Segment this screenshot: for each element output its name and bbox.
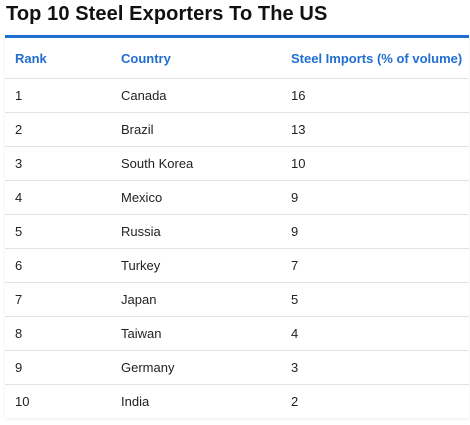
- country-cell: Taiwan: [109, 316, 281, 351]
- rank-cell: 3: [5, 146, 109, 181]
- table-header: Rank Country Steel Imports (% of volume): [5, 38, 469, 79]
- column-header-rank: Rank: [5, 38, 109, 79]
- country-cell: Turkey: [109, 248, 281, 283]
- country-cell: Canada: [109, 78, 281, 113]
- table-row: 8 Taiwan 4: [5, 316, 469, 351]
- country-cell: South Korea: [109, 146, 281, 181]
- table-body: 1 Canada 16 2 Brazil 13 3 South Korea 10…: [5, 78, 469, 419]
- country-cell: Brazil: [109, 112, 281, 147]
- table-row: 7 Japan 5: [5, 282, 469, 317]
- table-row: 6 Turkey 7: [5, 248, 469, 283]
- rank-cell: 4: [5, 180, 109, 215]
- imports-cell: 9: [281, 180, 469, 215]
- rank-cell: 6: [5, 248, 109, 283]
- rank-cell: 8: [5, 316, 109, 351]
- table-row: 5 Russia 9: [5, 214, 469, 249]
- table-row: 2 Brazil 13: [5, 112, 469, 147]
- data-table: Rank Country Steel Imports (% of volume)…: [5, 35, 469, 418]
- country-cell: Mexico: [109, 180, 281, 215]
- imports-cell: 3: [281, 350, 469, 385]
- imports-cell: 2: [291, 394, 299, 409]
- imports-cell: 4: [281, 316, 469, 351]
- imports-cell: 5: [281, 282, 469, 317]
- rank-cell: 5: [5, 214, 109, 249]
- rank-cell: 9: [5, 350, 109, 385]
- page-title: Top 10 Steel Exporters To The US: [6, 3, 328, 25]
- rank-cell: 10: [15, 394, 30, 409]
- imports-cell: 13: [281, 112, 469, 147]
- rank-cell: 2: [5, 112, 109, 147]
- rank-cell: 1: [5, 78, 109, 113]
- country-cell: Germany: [109, 350, 281, 385]
- imports-cell: 9: [281, 214, 469, 249]
- table-row: 10 India 2: [5, 385, 469, 419]
- table-header-row: Rank Country Steel Imports (% of volume): [5, 38, 469, 79]
- column-header-country: Country: [109, 38, 281, 79]
- table-row: 1 Canada 16: [5, 78, 469, 113]
- table-row: 3 South Korea 10: [5, 146, 469, 181]
- table-row: 4 Mexico 9: [5, 180, 469, 215]
- country-cell: Russia: [109, 214, 281, 249]
- imports-cell: 7: [281, 248, 469, 283]
- steel-exporters-table: Rank Country Steel Imports (% of volume)…: [5, 38, 469, 418]
- imports-cell: 16: [281, 78, 469, 113]
- rank-cell: 7: [5, 282, 109, 317]
- imports-cell: 10: [281, 146, 469, 181]
- table-row: 9 Germany 3: [5, 350, 469, 385]
- column-header-imports: Steel Imports (% of volume): [281, 38, 469, 79]
- country-cell: India: [121, 394, 150, 409]
- country-cell: Japan: [109, 282, 281, 317]
